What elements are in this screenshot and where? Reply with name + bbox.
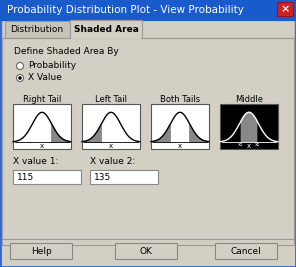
Polygon shape	[190, 124, 209, 142]
Bar	[151, 104, 209, 149]
Bar	[5, 21, 70, 38]
Text: Define Shaded Area By: Define Shaded Area By	[14, 48, 119, 57]
Bar	[215, 243, 277, 259]
Text: Cancel: Cancel	[231, 246, 261, 256]
Text: Shaded Area: Shaded Area	[74, 25, 139, 33]
Text: X value 2:: X value 2:	[90, 158, 135, 167]
Polygon shape	[151, 124, 170, 142]
Text: Right Tail: Right Tail	[23, 95, 61, 104]
Text: Distribution: Distribution	[10, 26, 64, 34]
Bar	[82, 104, 140, 149]
Text: x: x	[247, 143, 251, 149]
Bar	[90, 170, 158, 184]
Bar	[10, 243, 72, 259]
Text: Middle: Middle	[235, 95, 263, 104]
Text: Left Tail: Left Tail	[95, 95, 127, 104]
Text: x: x	[109, 143, 113, 149]
Text: 115: 115	[17, 172, 34, 182]
Bar	[277, 2, 293, 16]
Bar	[2, 20, 294, 40]
Bar	[13, 104, 71, 149]
Polygon shape	[82, 124, 101, 142]
Circle shape	[17, 62, 23, 69]
Text: x₂: x₂	[255, 142, 260, 147]
Text: OK: OK	[139, 246, 152, 256]
Text: x: x	[178, 143, 182, 149]
Bar	[2, 38, 294, 245]
Bar	[115, 243, 177, 259]
Polygon shape	[241, 112, 257, 142]
Bar	[220, 104, 278, 149]
Text: Probability: Probability	[28, 61, 76, 70]
Text: Help: Help	[30, 246, 52, 256]
Circle shape	[18, 76, 22, 80]
Bar	[0, 0, 296, 20]
Text: Probability Distribution Plot - View Probability: Probability Distribution Plot - View Pro…	[7, 5, 244, 15]
Text: ×: ×	[280, 4, 290, 14]
Polygon shape	[52, 124, 71, 142]
Text: x: x	[40, 143, 44, 149]
Text: x₁: x₁	[238, 142, 243, 147]
Text: Both Tails: Both Tails	[160, 95, 200, 104]
Bar	[71, 37, 141, 39]
Text: X Value: X Value	[28, 73, 62, 83]
Text: 135: 135	[94, 172, 111, 182]
Bar	[70, 20, 142, 38]
Text: X value 1:: X value 1:	[13, 158, 58, 167]
Bar	[13, 170, 81, 184]
Circle shape	[17, 74, 23, 81]
